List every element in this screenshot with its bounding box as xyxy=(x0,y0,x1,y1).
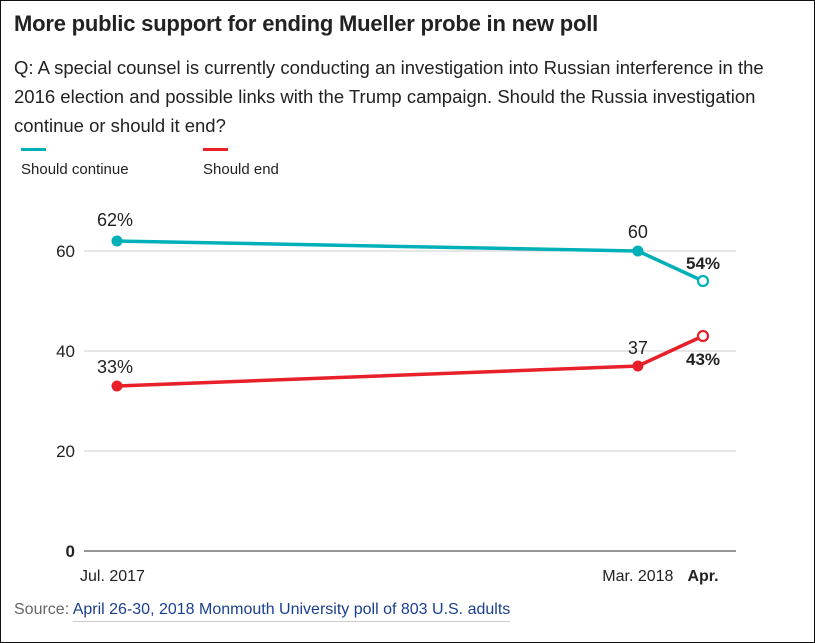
data-point xyxy=(111,380,123,392)
data-point xyxy=(111,235,123,247)
data-label: 62% xyxy=(97,210,133,230)
x-tick-label: Apr. xyxy=(687,568,718,585)
x-tick-label: Mar. 2018 xyxy=(602,568,673,585)
legend-label: Should continue xyxy=(21,161,129,178)
data-point xyxy=(696,274,710,288)
data-point xyxy=(632,245,644,257)
data-label: 33% xyxy=(97,357,133,377)
chart-subtitle: Q: A special counsel is currently conduc… xyxy=(14,57,764,136)
y-tick-label: 20 xyxy=(56,442,75,461)
data-point xyxy=(696,329,710,343)
legend-swatch-end xyxy=(203,148,228,151)
series-line-continue xyxy=(115,239,705,283)
source-link[interactable]: April 26-30, 2018 Monmouth University po… xyxy=(72,601,511,622)
source-note: Source: April 26-30, 2018 Monmouth Unive… xyxy=(14,601,511,622)
data-label: 60 xyxy=(628,222,648,242)
y-tick-label: 0 xyxy=(66,542,75,561)
x-tick-label: Jul. 2017 xyxy=(80,568,145,585)
source-prefix: Source: xyxy=(14,601,73,618)
series-line-end xyxy=(115,334,705,388)
legend-label: Should end xyxy=(203,161,279,178)
data-label: 37 xyxy=(628,338,648,358)
legend-item-should-continue: Should continue xyxy=(21,148,129,178)
data-label: 54% xyxy=(686,254,720,273)
data-point xyxy=(632,360,644,372)
line-chart: 0 20 40 60 Jul. 2017 Mar. 2018 Apr. 62% 60 54% 3… xyxy=(56,210,736,585)
y-tick-label: 40 xyxy=(56,342,75,361)
legend-swatch-continue xyxy=(21,148,46,151)
data-label: 43% xyxy=(686,350,720,369)
y-tick-label: 60 xyxy=(56,242,75,261)
legend-item-should-end: Should end xyxy=(203,148,279,178)
chart-title: More public support for ending Mueller p… xyxy=(14,11,599,36)
